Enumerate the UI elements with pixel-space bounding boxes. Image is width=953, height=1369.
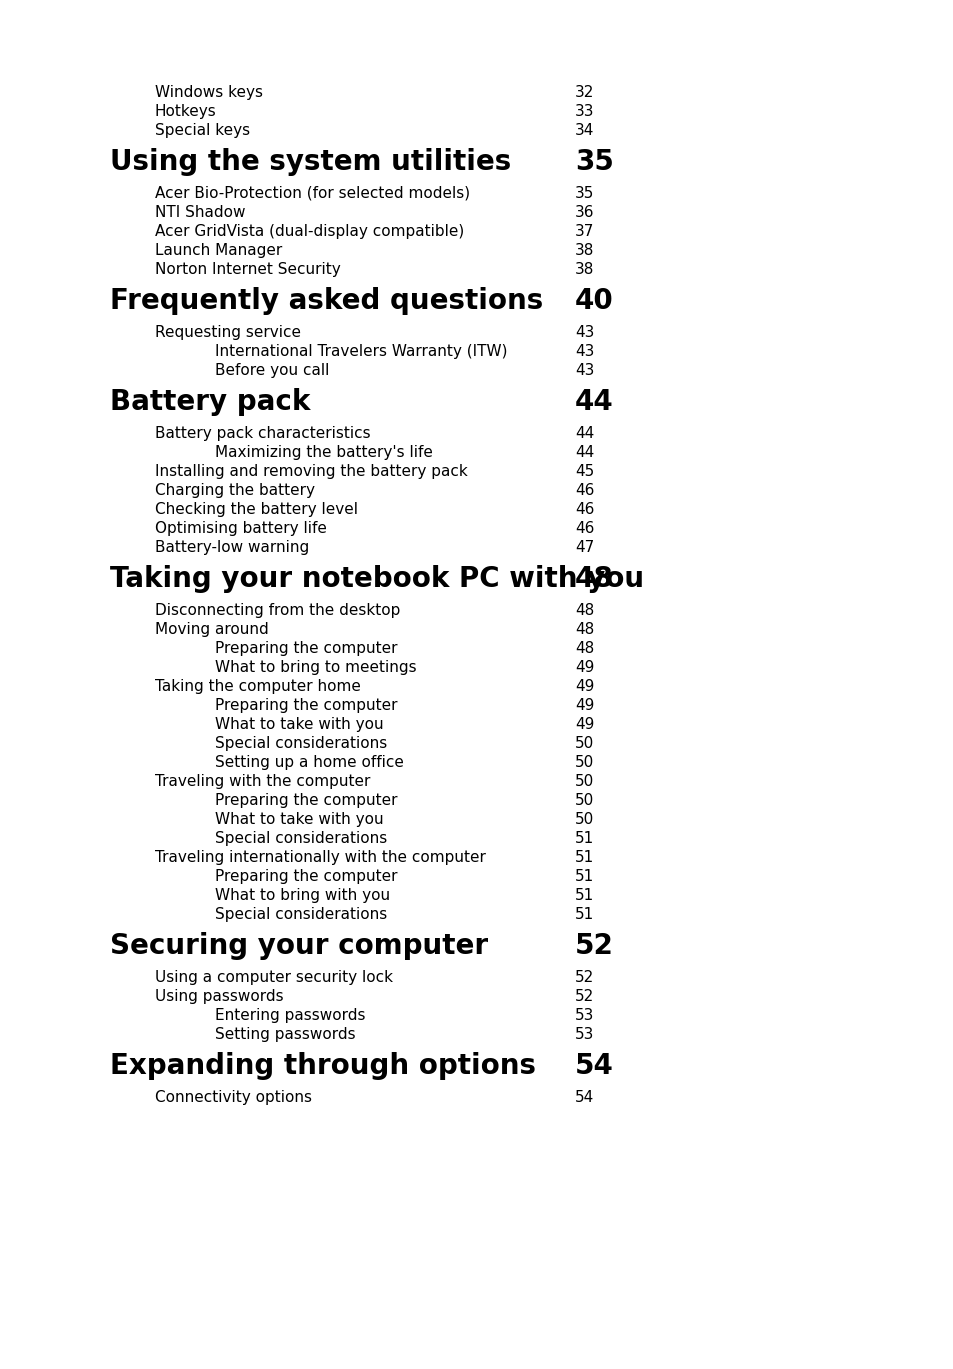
Text: 46: 46 xyxy=(575,483,594,498)
Text: 37: 37 xyxy=(575,225,594,240)
Text: 49: 49 xyxy=(575,698,594,713)
Text: Preparing the computer: Preparing the computer xyxy=(214,641,397,656)
Text: 35: 35 xyxy=(575,148,613,177)
Text: 44: 44 xyxy=(575,426,594,441)
Text: 44: 44 xyxy=(575,445,594,460)
Text: 46: 46 xyxy=(575,502,594,517)
Text: 50: 50 xyxy=(575,812,594,827)
Text: 49: 49 xyxy=(575,660,594,675)
Text: 51: 51 xyxy=(575,869,594,884)
Text: Using a computer security lock: Using a computer security lock xyxy=(154,971,393,986)
Text: Before you call: Before you call xyxy=(214,363,329,378)
Text: 52: 52 xyxy=(575,971,594,986)
Text: Battery pack: Battery pack xyxy=(110,387,310,416)
Text: 52: 52 xyxy=(575,932,613,960)
Text: Special considerations: Special considerations xyxy=(214,737,387,752)
Text: 52: 52 xyxy=(575,988,594,1003)
Text: Charging the battery: Charging the battery xyxy=(154,483,314,498)
Text: 38: 38 xyxy=(575,244,594,257)
Text: Using passwords: Using passwords xyxy=(154,988,283,1003)
Text: 50: 50 xyxy=(575,754,594,769)
Text: International Travelers Warranty (ITW): International Travelers Warranty (ITW) xyxy=(214,344,507,359)
Text: Preparing the computer: Preparing the computer xyxy=(214,698,397,713)
Text: 54: 54 xyxy=(575,1090,594,1105)
Text: Battery pack characteristics: Battery pack characteristics xyxy=(154,426,370,441)
Text: 53: 53 xyxy=(575,1027,594,1042)
Text: 49: 49 xyxy=(575,679,594,694)
Text: 48: 48 xyxy=(575,565,613,593)
Text: Moving around: Moving around xyxy=(154,622,269,637)
Text: Launch Manager: Launch Manager xyxy=(154,244,282,257)
Text: Installing and removing the battery pack: Installing and removing the battery pack xyxy=(154,464,467,479)
Text: Preparing the computer: Preparing the computer xyxy=(214,793,397,808)
Text: Traveling with the computer: Traveling with the computer xyxy=(154,773,370,789)
Text: Optimising battery life: Optimising battery life xyxy=(154,522,327,537)
Text: 49: 49 xyxy=(575,717,594,732)
Text: 38: 38 xyxy=(575,261,594,277)
Text: Connectivity options: Connectivity options xyxy=(154,1090,312,1105)
Text: 48: 48 xyxy=(575,641,594,656)
Text: 43: 43 xyxy=(575,344,594,359)
Text: Acer GridVista (dual-display compatible): Acer GridVista (dual-display compatible) xyxy=(154,225,464,240)
Text: Frequently asked questions: Frequently asked questions xyxy=(110,287,542,315)
Text: 35: 35 xyxy=(575,186,594,201)
Text: 50: 50 xyxy=(575,737,594,752)
Text: 50: 50 xyxy=(575,793,594,808)
Text: 47: 47 xyxy=(575,539,594,554)
Text: What to bring with you: What to bring with you xyxy=(214,888,390,904)
Text: 48: 48 xyxy=(575,622,594,637)
Text: Maximizing the battery's life: Maximizing the battery's life xyxy=(214,445,433,460)
Text: Setting up a home office: Setting up a home office xyxy=(214,754,403,769)
Text: Special considerations: Special considerations xyxy=(214,908,387,921)
Text: What to take with you: What to take with you xyxy=(214,717,383,732)
Text: Disconnecting from the desktop: Disconnecting from the desktop xyxy=(154,602,400,617)
Text: 51: 51 xyxy=(575,888,594,904)
Text: 48: 48 xyxy=(575,602,594,617)
Text: Special considerations: Special considerations xyxy=(214,831,387,846)
Text: Taking your notebook PC with you: Taking your notebook PC with you xyxy=(110,565,643,593)
Text: 40: 40 xyxy=(575,287,613,315)
Text: 50: 50 xyxy=(575,773,594,789)
Text: Checking the battery level: Checking the battery level xyxy=(154,502,357,517)
Text: Hotkeys: Hotkeys xyxy=(154,104,216,119)
Text: 32: 32 xyxy=(575,85,594,100)
Text: Special keys: Special keys xyxy=(154,123,250,138)
Text: 36: 36 xyxy=(575,205,594,220)
Text: 54: 54 xyxy=(575,1051,613,1080)
Text: 43: 43 xyxy=(575,363,594,378)
Text: 51: 51 xyxy=(575,831,594,846)
Text: 45: 45 xyxy=(575,464,594,479)
Text: What to take with you: What to take with you xyxy=(214,812,383,827)
Text: Windows keys: Windows keys xyxy=(154,85,263,100)
Text: 53: 53 xyxy=(575,1008,594,1023)
Text: Traveling internationally with the computer: Traveling internationally with the compu… xyxy=(154,850,485,865)
Text: Securing your computer: Securing your computer xyxy=(110,932,488,960)
Text: Setting passwords: Setting passwords xyxy=(214,1027,355,1042)
Text: Entering passwords: Entering passwords xyxy=(214,1008,365,1023)
Text: Taking the computer home: Taking the computer home xyxy=(154,679,360,694)
Text: 51: 51 xyxy=(575,850,594,865)
Text: Norton Internet Security: Norton Internet Security xyxy=(154,261,340,277)
Text: What to bring to meetings: What to bring to meetings xyxy=(214,660,416,675)
Text: NTI Shadow: NTI Shadow xyxy=(154,205,245,220)
Text: 33: 33 xyxy=(575,104,594,119)
Text: 43: 43 xyxy=(575,324,594,340)
Text: Using the system utilities: Using the system utilities xyxy=(110,148,511,177)
Text: Preparing the computer: Preparing the computer xyxy=(214,869,397,884)
Text: 44: 44 xyxy=(575,387,613,416)
Text: Acer Bio-Protection (for selected models): Acer Bio-Protection (for selected models… xyxy=(154,186,470,201)
Text: 34: 34 xyxy=(575,123,594,138)
Text: Expanding through options: Expanding through options xyxy=(110,1051,536,1080)
Text: Requesting service: Requesting service xyxy=(154,324,301,340)
Text: Battery-low warning: Battery-low warning xyxy=(154,539,309,554)
Text: 51: 51 xyxy=(575,908,594,921)
Text: 46: 46 xyxy=(575,522,594,537)
